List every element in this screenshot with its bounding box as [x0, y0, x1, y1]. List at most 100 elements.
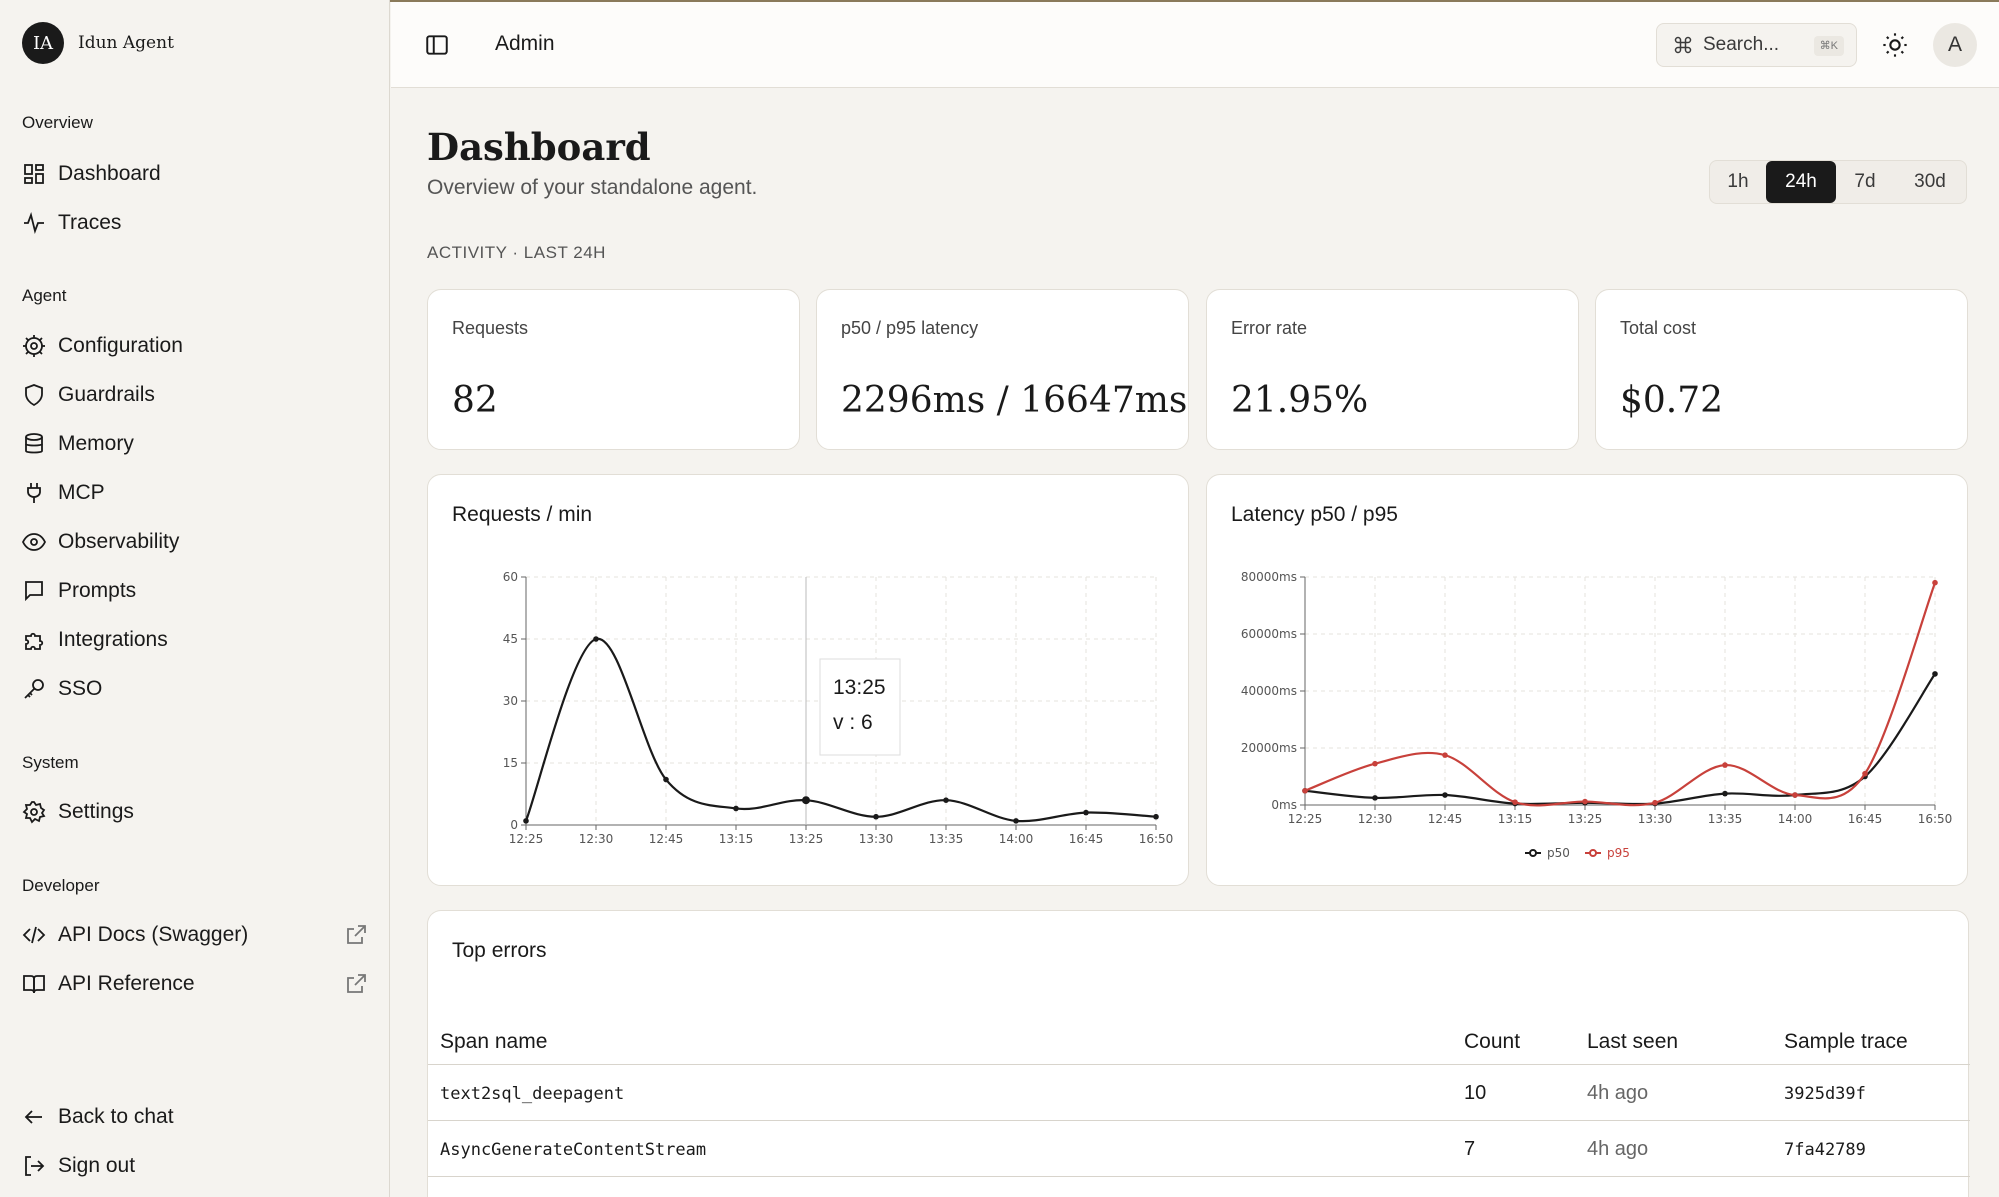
sidebar-item-settings[interactable]: Settings	[22, 794, 368, 830]
data-point	[523, 818, 529, 824]
kpi-card-total-cost: Total cost $0.72	[1595, 289, 1968, 450]
kpi-card-error-rate: Error rate 21.95%	[1206, 289, 1579, 450]
x-tick-label: 16:45	[1069, 832, 1104, 846]
y-tick-label: 20000ms	[1241, 741, 1297, 755]
external-link-icon	[347, 974, 366, 993]
range-1h[interactable]: 1h	[1727, 171, 1749, 192]
data-point	[1582, 798, 1588, 805]
x-tick-label: 12:45	[1428, 812, 1463, 826]
sidebar-item-dashboard[interactable]: Dashboard	[22, 156, 368, 192]
x-tick-label: 16:45	[1848, 812, 1883, 826]
data-point	[663, 776, 669, 783]
eye-icon	[22, 533, 46, 551]
sidebar-item-mcp[interactable]: MCP	[22, 475, 368, 511]
y-tick-label: 60000ms	[1241, 627, 1297, 641]
table-row[interactable]: 7	[428, 1176, 1970, 1197]
sidebar: IA Idun Agent Overview Dashboard Traces …	[0, 0, 390, 1197]
legend-marker-p50-dot	[1529, 849, 1537, 857]
back-to-chat-link[interactable]: Back to chat	[22, 1099, 368, 1135]
legend-label-p50: p50	[1547, 846, 1570, 860]
data-point	[1442, 752, 1448, 758]
latency-chart[interactable]: 0ms 20000ms 40000ms 60000ms 80000ms 12:25 12:3…	[1207, 475, 1969, 887]
x-tick-label: 13:15	[719, 832, 754, 846]
data-point	[1442, 792, 1448, 798]
error-count: 10	[1464, 1082, 1487, 1104]
table-row[interactable]: AsyncGenerateContentStream 7 4h ago 7fa4…	[428, 1120, 1970, 1176]
column-header-sample-trace[interactable]: Sample trace	[1784, 1030, 1908, 1053]
sidebar-item-label: Settings	[58, 800, 134, 823]
sidebar-item-integrations[interactable]: Integrations	[22, 622, 368, 658]
page-subtitle: Overview of your standalone agent.	[427, 176, 758, 199]
brand-logo: IA	[22, 22, 64, 64]
column-header-last-seen[interactable]: Last seen	[1587, 1030, 1679, 1053]
range-30d[interactable]: 30d	[1914, 171, 1946, 192]
kpi-label: Requests	[452, 318, 529, 338]
y-tick-label: 60	[503, 570, 518, 584]
data-point	[1013, 818, 1019, 824]
sign-out-button[interactable]: Sign out	[22, 1148, 368, 1184]
data-point	[1372, 795, 1378, 801]
sidebar-item-observability[interactable]: Observability	[22, 524, 368, 560]
sidebar-item-label: Memory	[58, 432, 134, 455]
sample-trace-link[interactable]: 3925d39f	[1784, 1084, 1866, 1104]
range-24h[interactable]: 24h	[1766, 161, 1836, 203]
external-link-icon	[347, 925, 366, 944]
page-title: Dashboard	[427, 125, 651, 169]
data-point	[1862, 770, 1868, 777]
sidebar-item-guardrails[interactable]: Guardrails	[22, 377, 368, 413]
sidebar-item-api-docs[interactable]: API Docs (Swagger)	[22, 917, 368, 953]
sidebar-item-configuration[interactable]: Configuration	[22, 328, 368, 364]
x-tick-label: 14:00	[999, 832, 1034, 846]
sidebar-item-memory[interactable]: Memory	[22, 426, 368, 462]
column-header-span[interactable]: Span name	[440, 1030, 548, 1053]
data-point	[1932, 579, 1938, 586]
x-tick-label: 12:30	[579, 832, 614, 846]
kpi-label: Total cost	[1620, 318, 1697, 338]
kpi-label: p50 / p95 latency	[841, 318, 979, 338]
range-7d[interactable]: 7d	[1854, 171, 1876, 192]
sidebar-item-sso[interactable]: SSO	[22, 671, 368, 707]
table-title: Top errors	[452, 939, 547, 962]
x-tick-label: 16:50	[1139, 832, 1174, 846]
sidebar-item-label: Dashboard	[58, 162, 161, 185]
avatar[interactable]: A	[1933, 23, 1977, 67]
data-point	[1302, 787, 1308, 794]
book-icon	[23, 975, 45, 994]
y-tick-label: 15	[503, 756, 518, 770]
span-name: text2sql_deepagent	[440, 1084, 625, 1104]
error-count: 7	[1464, 1138, 1476, 1160]
sidebar-toggle-icon[interactable]	[424, 32, 450, 58]
kpi-value: 21.95%	[1231, 380, 1369, 421]
sidebar-item-label: API Reference	[58, 972, 195, 995]
table-row[interactable]: text2sql_deepagent 10 4h ago 3925d39f	[428, 1064, 1970, 1120]
search-box[interactable]: Search... ⌘K	[1656, 23, 1857, 67]
sun-icon[interactable]	[1881, 31, 1909, 59]
sample-trace-link[interactable]: 7fa42789	[1784, 1140, 1866, 1160]
brand[interactable]: IA Idun Agent	[22, 22, 174, 64]
activity-label: ACTIVITY · LAST 24H	[427, 243, 606, 262]
x-tick-label: 13:35	[1708, 812, 1743, 826]
x-tick-label: 13:25	[789, 832, 824, 846]
sidebar-item-api-reference[interactable]: API Reference	[22, 966, 368, 1002]
y-tick-label: 0	[510, 818, 518, 832]
sidebar-item-label: Integrations	[58, 628, 168, 651]
x-tick-label: 14:00	[1778, 812, 1813, 826]
x-tick-label: 13:35	[929, 832, 964, 846]
sidebar-item-label: SSO	[58, 677, 103, 700]
y-tick-label: 30	[503, 694, 518, 708]
time-range-selector: 1h 24h 7d 30d	[1709, 160, 1967, 204]
x-tick-label: 12:45	[649, 832, 684, 846]
requests-chart-card: Requests / min 0 15 30 45 60 12:25 12:30 12:45 1…	[427, 474, 1189, 886]
requests-chart[interactable]: 0 15 30 45 60 12:25 12:30 12:45 13:15 13:25 13:30 1…	[428, 475, 1190, 887]
sidebar-item-prompts[interactable]: Prompts	[22, 573, 368, 609]
y-tick-label: 40000ms	[1241, 684, 1297, 698]
column-header-count[interactable]: Count	[1464, 1030, 1521, 1053]
sidebar-item-label: API Docs (Swagger)	[58, 923, 249, 946]
data-point	[1792, 792, 1798, 798]
data-point	[873, 813, 879, 820]
data-point	[943, 797, 949, 803]
sidebar-item-traces[interactable]: Traces	[22, 205, 368, 241]
message-icon	[25, 581, 43, 602]
top-errors-card: Top errors Span name Count Last seen Sam…	[427, 910, 1970, 1197]
key-icon	[24, 679, 44, 699]
